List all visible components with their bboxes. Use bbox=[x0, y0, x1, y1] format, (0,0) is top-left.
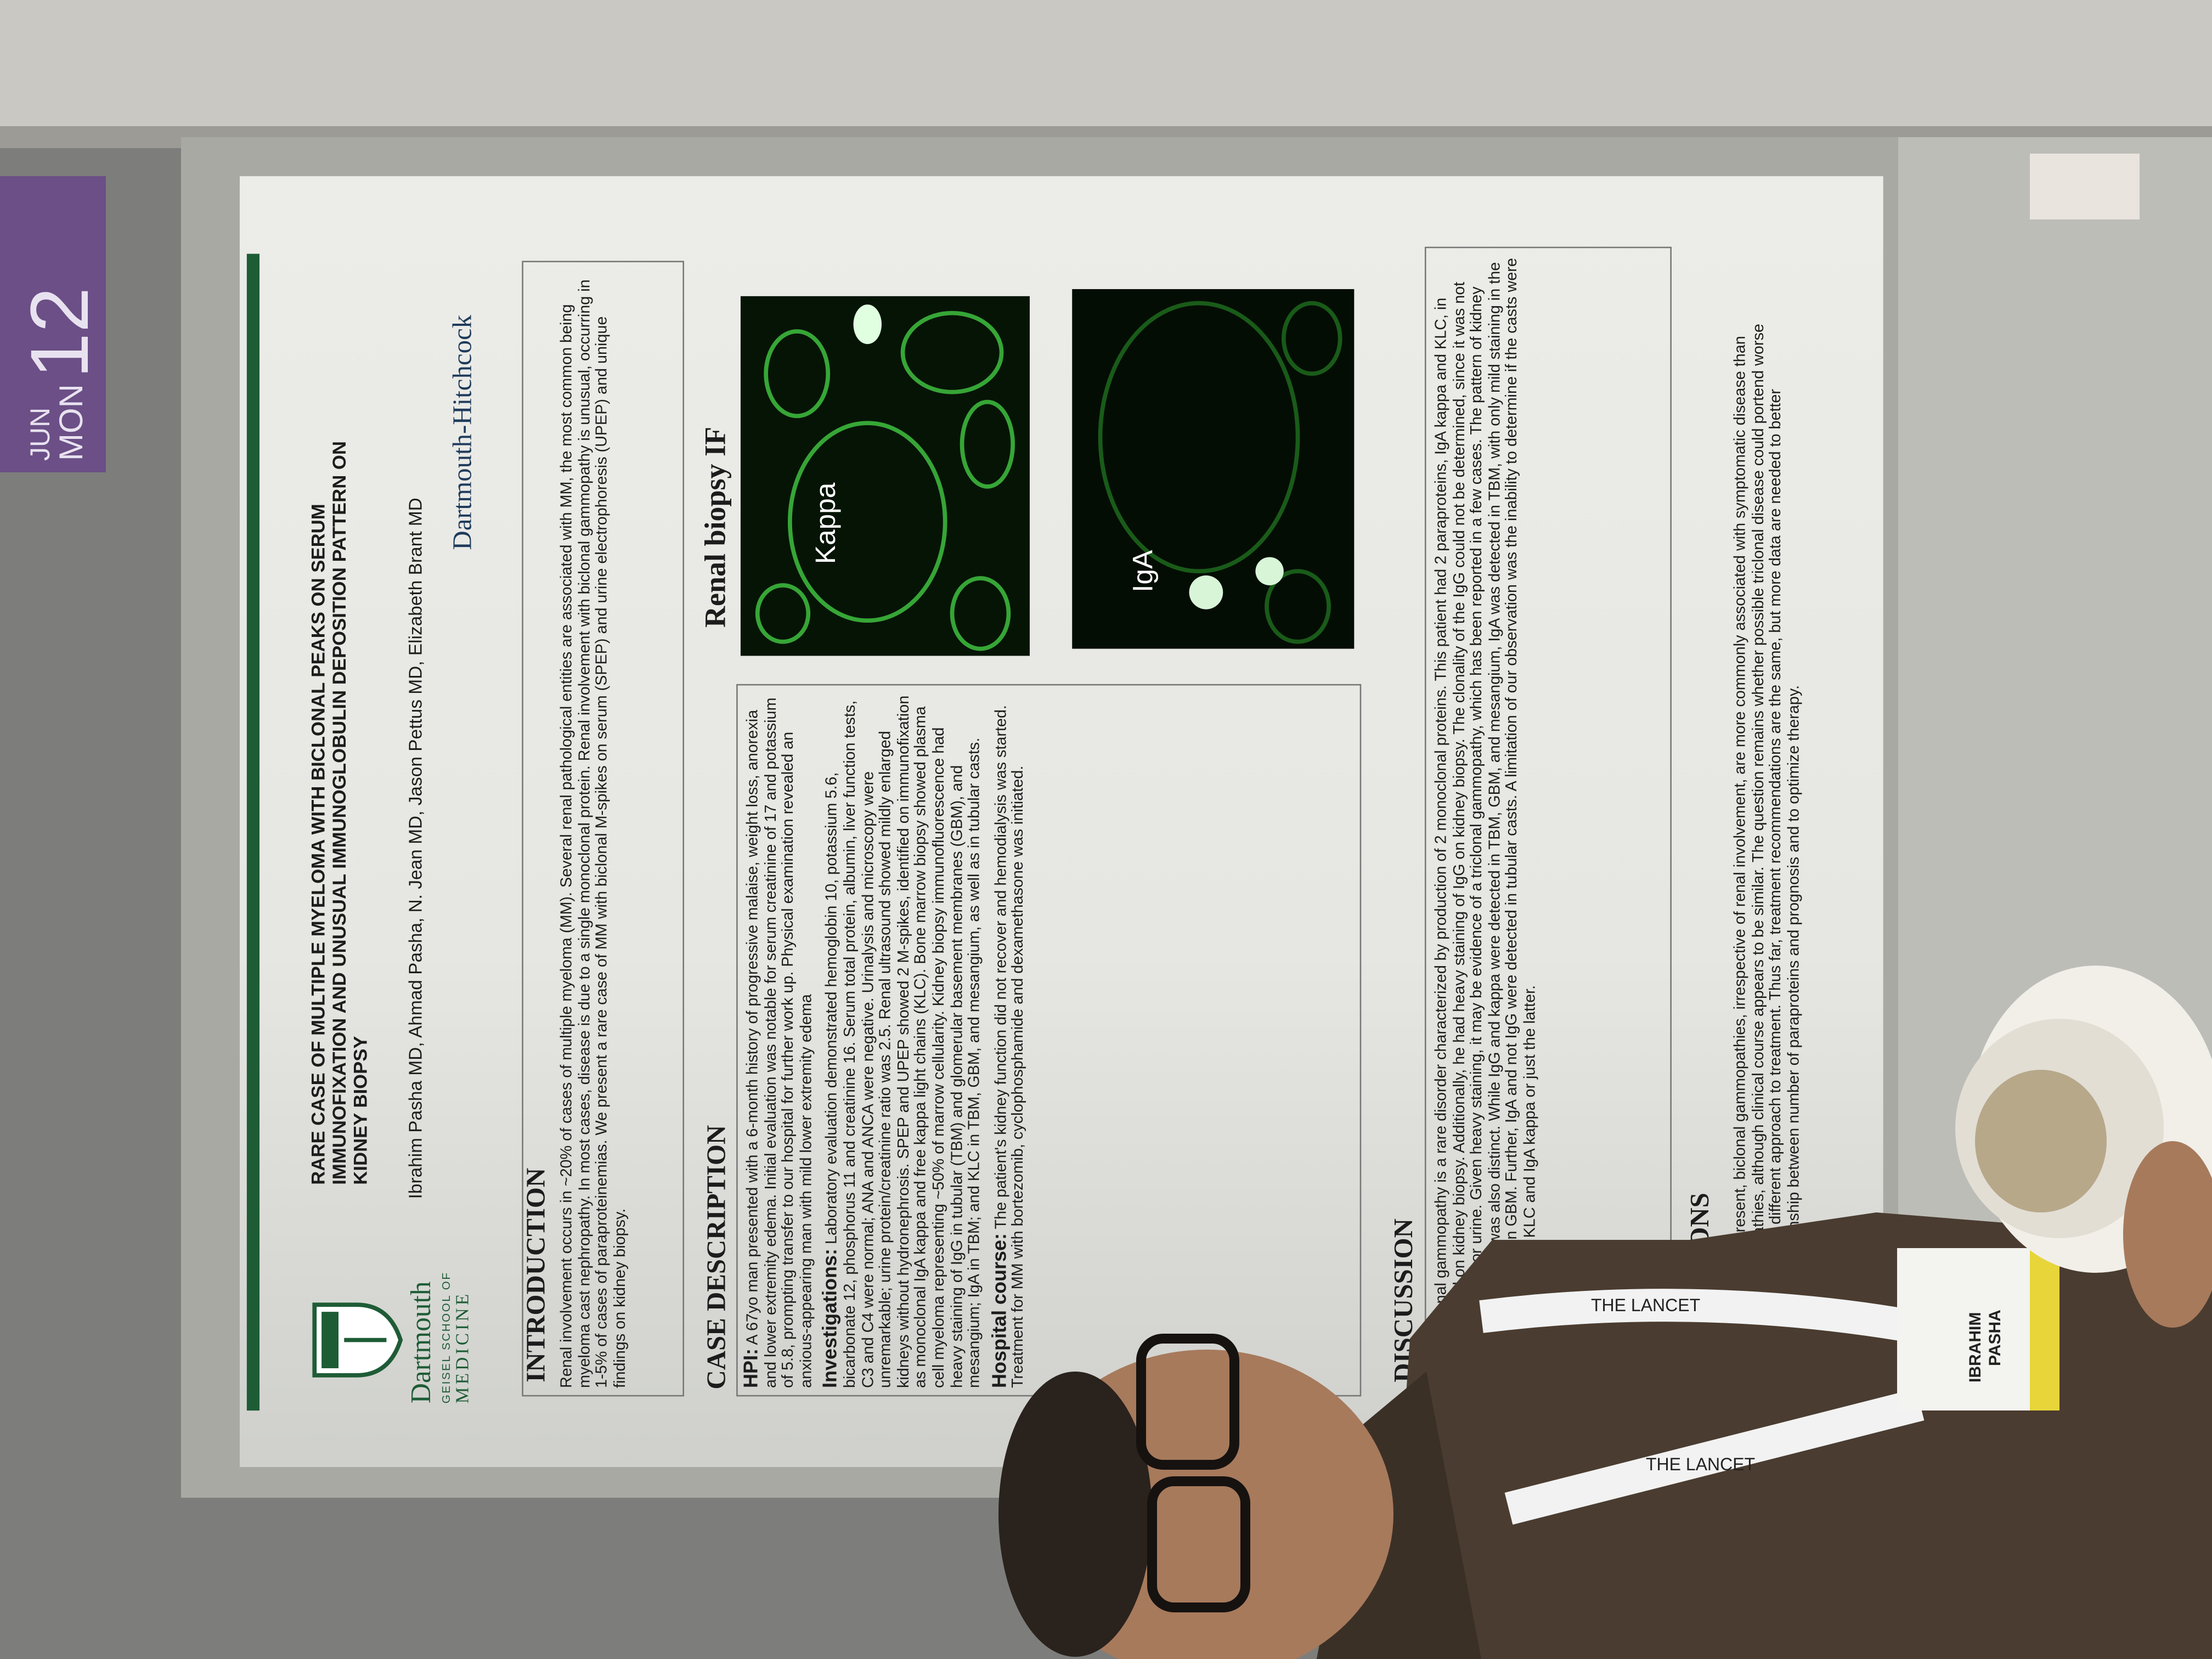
poster: Dartmouth GEISEL SCHOOL OF MEDICINE RARE… bbox=[240, 176, 1883, 1468]
sign-weekday: MON bbox=[53, 384, 89, 461]
sign-month: JUN bbox=[25, 408, 55, 461]
shield-logo bbox=[312, 1302, 403, 1378]
lanyard-text: THE LANCET bbox=[1646, 1454, 1755, 1474]
hair bbox=[998, 1372, 1152, 1657]
date-sign bbox=[0, 176, 106, 472]
badge-stripe bbox=[2030, 1248, 2059, 1410]
hand bbox=[2123, 1141, 2212, 1328]
kappa-image bbox=[740, 296, 1030, 656]
sticker bbox=[2030, 154, 2140, 219]
lanyard bbox=[1479, 1289, 1923, 1344]
iga-image bbox=[1072, 289, 1355, 649]
lanyard bbox=[1504, 1388, 1925, 1525]
coffee bbox=[1975, 1070, 2107, 1212]
lanyard-text: THE LANCET bbox=[1591, 1295, 1700, 1315]
glasses bbox=[1136, 1334, 1250, 1612]
badge-last-name: PASHA bbox=[1986, 1310, 2004, 1366]
top-panel bbox=[0, 0, 2212, 137]
sign-day: 12 bbox=[13, 287, 105, 379]
badge-first-name: IBRAHIM bbox=[1966, 1312, 1984, 1383]
